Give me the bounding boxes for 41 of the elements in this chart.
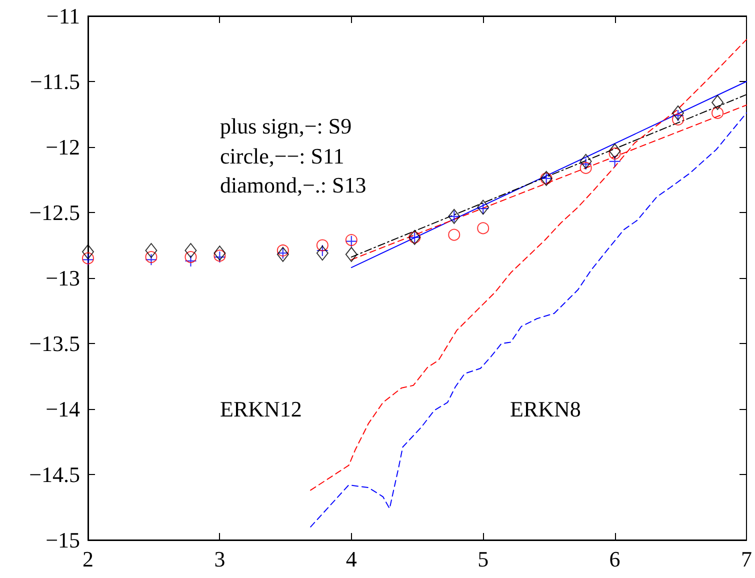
y-tick-label: −15 xyxy=(46,528,80,552)
point xyxy=(712,94,724,110)
x-tick-label: 3 xyxy=(214,546,226,572)
point xyxy=(82,244,94,260)
y-tick-label: −12.5 xyxy=(29,200,80,225)
annotation: circle,−−: S11 xyxy=(220,144,344,168)
point xyxy=(477,222,490,234)
point xyxy=(477,200,490,215)
y-tick-label: −11 xyxy=(46,4,80,28)
annotation: plus sign,−: S9 xyxy=(220,114,352,138)
point xyxy=(145,242,158,258)
y-tick-label: −14.5 xyxy=(29,462,80,487)
point xyxy=(580,162,592,174)
y-tick-label: −11.5 xyxy=(30,69,80,94)
annotation: ERKN8 xyxy=(510,396,581,422)
point xyxy=(276,246,289,262)
y-tick-label: −13.5 xyxy=(29,331,80,356)
point xyxy=(145,251,158,264)
point xyxy=(712,106,724,119)
point xyxy=(316,246,328,261)
point xyxy=(608,143,621,158)
x-tick-label: 6 xyxy=(609,546,620,572)
x-tick-label: 2 xyxy=(82,546,94,572)
point xyxy=(184,251,197,264)
point xyxy=(184,242,197,258)
x-tick-label: 7 xyxy=(741,546,752,572)
point xyxy=(345,246,358,262)
y-tick-label: −14 xyxy=(46,396,80,422)
x-tick-label: 4 xyxy=(346,546,357,572)
y-tick-label: −13 xyxy=(46,266,80,290)
y-tick-label: −12 xyxy=(46,134,80,160)
point xyxy=(214,246,226,261)
point xyxy=(448,228,460,241)
point xyxy=(276,244,289,256)
point xyxy=(672,105,684,120)
annotation: ERKN12 xyxy=(220,396,302,422)
annotation: diamond,−.: S13 xyxy=(220,172,366,198)
point xyxy=(608,148,621,160)
point xyxy=(580,154,592,169)
point xyxy=(316,239,328,252)
x-tick-label: 5 xyxy=(478,546,489,572)
